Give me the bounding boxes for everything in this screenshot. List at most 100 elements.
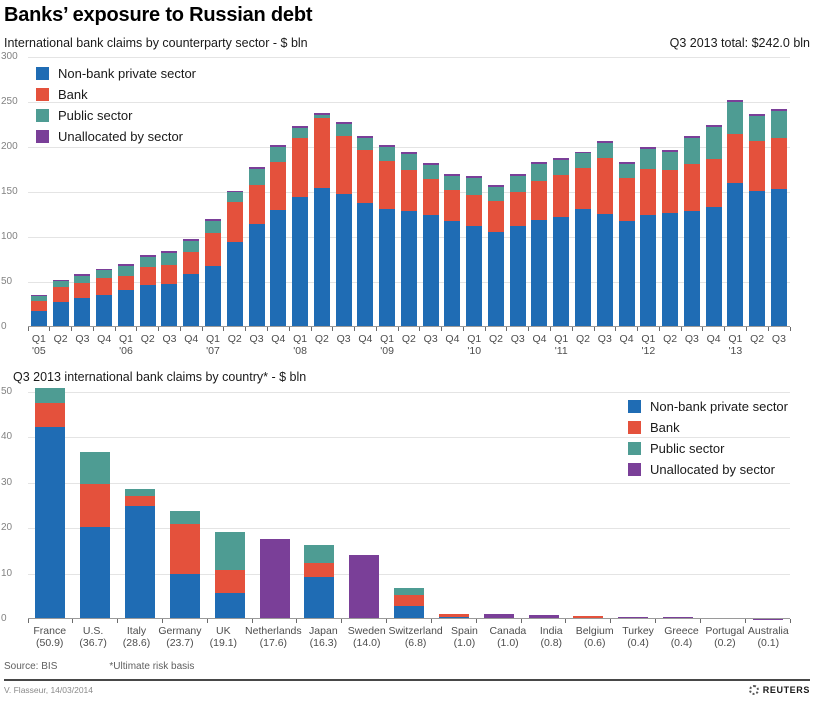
x-axis-sublabel-text: '13 [728, 345, 743, 357]
chart2-plot-area: Non-bank private sector Bank Public sector… [1, 387, 791, 624]
segment-unallocated-by-sector [422, 163, 439, 166]
gridline [28, 528, 790, 530]
gridline [28, 573, 790, 575]
x-axis-tick [386, 619, 388, 623]
bar-stack [640, 147, 657, 327]
segment-public-sector [727, 102, 744, 134]
segment-non-bank-private-sector [292, 197, 309, 327]
segment-public-sector [313, 114, 330, 119]
x-axis-label-text: U.S. [82, 625, 104, 637]
bar-stack [270, 145, 287, 327]
x-axis-label: Q2 [50, 333, 72, 357]
x-axis-label: India (0.8) [530, 625, 573, 649]
segment-unallocated-by-sector [139, 255, 156, 257]
segment-unallocated-by-sector [770, 109, 787, 112]
bar-23-q4 [529, 57, 551, 327]
footer-source-row: Source: BIS *Ultimate risk basis [4, 661, 810, 672]
x-axis-label-text: Q1 [206, 333, 221, 345]
legend-item-unallocated-by-sector: Unallocated by sector [627, 462, 788, 477]
segment-non-bank-private-sector [74, 298, 91, 327]
x-axis-tick [658, 327, 660, 331]
segment-non-bank-private-sector [117, 290, 134, 327]
legend-swatch [627, 421, 641, 434]
bar-19-q4 [442, 57, 464, 327]
x-axis-label: Switzerland (6.8) [388, 625, 442, 649]
bar-5-netherlands [252, 392, 297, 619]
chart1-x-axis [28, 326, 790, 327]
x-axis-label-text: Q1 [554, 333, 569, 345]
segment-public-sector [379, 147, 396, 161]
x-axis-label-text: Q1 [728, 333, 743, 345]
x-axis-sublabel-text: '05 [32, 345, 46, 357]
bar-0-france [28, 387, 73, 619]
x-axis-tick [610, 619, 612, 623]
x-axis-label: Turkey (0.4) [616, 625, 659, 649]
x-axis-label-text: Belgium [575, 625, 614, 637]
gridline [28, 57, 790, 58]
legend-swatch [627, 400, 641, 413]
segment-bank [169, 523, 200, 574]
y-axis-label: 100 [1, 231, 18, 242]
reuters-globe-icon [748, 685, 759, 695]
x-axis-label-text: France [33, 625, 67, 637]
segment-public-sector [183, 240, 200, 253]
bar-stack [379, 145, 396, 327]
x-axis-label: Sweden (14.0) [345, 625, 388, 649]
chart1-bars [28, 57, 790, 327]
segment-unallocated-by-sector [292, 126, 309, 129]
bar-stack [770, 109, 787, 327]
segment-non-bank-private-sector [183, 273, 200, 327]
gridline [28, 437, 790, 439]
segment-unallocated-by-sector [618, 162, 635, 165]
x-axis-tick [702, 327, 704, 331]
segment-non-bank-private-sector [422, 214, 439, 327]
x-axis-tick [430, 619, 432, 623]
segment-non-bank-private-sector [169, 573, 200, 619]
y-axis-label: 30 [1, 476, 13, 488]
bar-8-switzerland [387, 392, 432, 619]
bar-32-q1 [725, 57, 747, 327]
x-axis-tick [637, 327, 639, 331]
bar-33-q2 [746, 57, 768, 327]
gridline [28, 392, 790, 393]
x-axis-sublabel-text [507, 345, 529, 357]
bar-stack [596, 140, 613, 327]
x-axis-label-text: Q2 [401, 333, 416, 345]
segment-public-sector [35, 387, 66, 404]
bar-stack [169, 511, 200, 619]
x-axis-label: Q4 [703, 333, 725, 357]
segment-bank [379, 160, 396, 210]
segment-bank [52, 287, 69, 302]
segment-non-bank-private-sector [214, 592, 245, 619]
segment-bank [313, 118, 330, 189]
bar-stack [161, 251, 178, 327]
gridline [28, 102, 790, 103]
segment-unallocated-by-sector [30, 295, 47, 297]
x-axis-label-text: Q2 [488, 333, 503, 345]
legend-swatch [627, 442, 641, 455]
x-axis-label: Q3 [333, 333, 355, 357]
x-axis-tick [441, 327, 443, 331]
segment-bank [662, 169, 679, 213]
bar-stack [117, 264, 134, 327]
segment-unallocated-by-sector [335, 121, 352, 124]
x-axis-label: Germany (23.7) [158, 625, 201, 649]
segment-bank [117, 275, 134, 291]
segment-bank [248, 184, 265, 225]
credit-label: V. Flasseur, 14/03/2014 [4, 685, 94, 695]
segment-public-sector [270, 147, 287, 163]
x-axis-label: Q3 [507, 333, 529, 357]
x-axis-sublabel-text [529, 345, 551, 357]
x-axis-sublabel-text: (6.8) [404, 637, 427, 649]
x-axis-sublabel-text: (1.0) [497, 637, 519, 649]
bar-18-q3 [420, 57, 442, 327]
x-axis-tick [266, 327, 268, 331]
page-title: Banks’ exposure to Russian debt [4, 4, 313, 26]
bar-2-q3 [72, 57, 94, 327]
x-axis-tick [296, 619, 298, 623]
bar-9-spain [431, 392, 476, 619]
segment-bank [139, 266, 156, 285]
segment-non-bank-private-sector [575, 209, 592, 327]
x-axis-label-text: Q3 [423, 333, 438, 345]
